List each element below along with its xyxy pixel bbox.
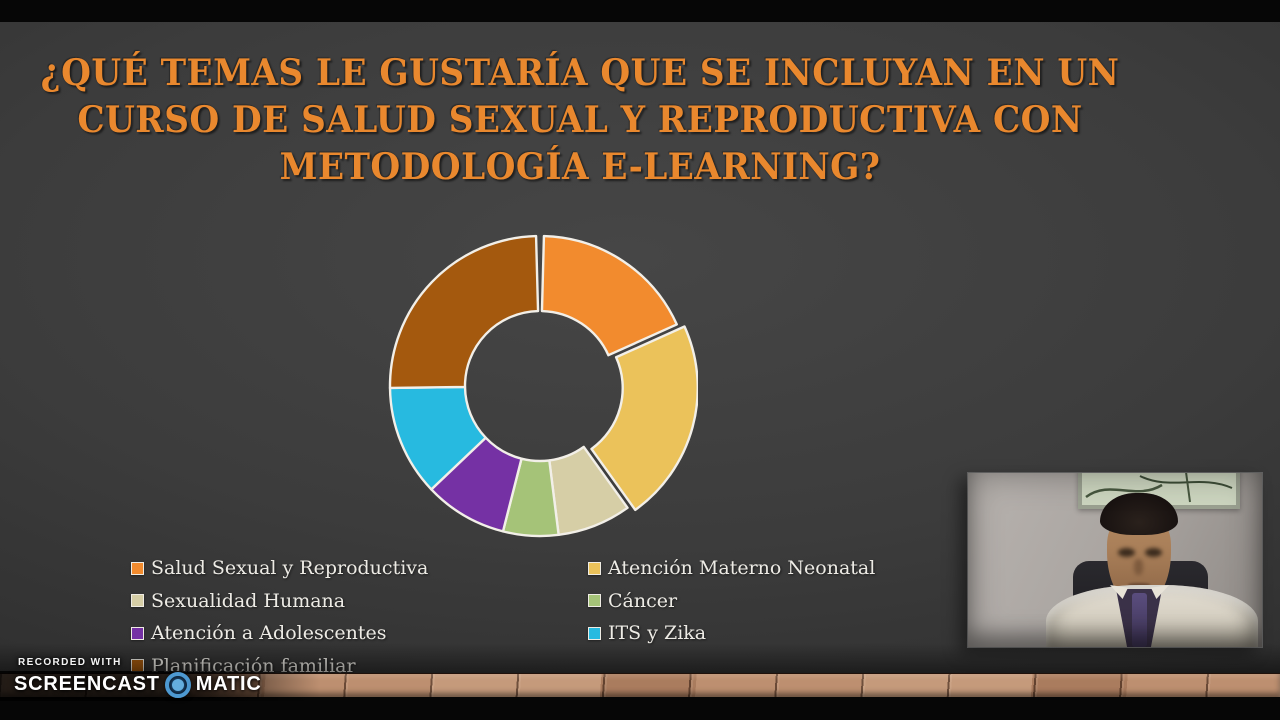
slide-title-line-2: CURSO DE SALUD SEXUAL Y REPRODUCTIVA CON [77,99,1083,141]
donut-chart [388,234,698,538]
legend-color-swatch [588,594,601,608]
legend-label: Cáncer [608,589,678,612]
legend-item: Salud Sexual y Reproductiva [131,552,428,585]
legend-label: Salud Sexual y Reproductiva [151,557,429,580]
recorded-with-label: RECORDED WITH [18,657,122,668]
legend-color-swatch [588,626,601,640]
legend-label: ITS y Zika [608,622,707,645]
slide-title-line-3: METODOLOGÍA E-LEARNING? [279,146,881,188]
presenter-eye [1118,548,1135,557]
slide-title-line-1: ¿QUÉ TEMAS LE GUSTARÍA QUE SE INCLUYAN E… [40,52,1120,94]
screencast-o-matic-logo-icon [164,671,191,698]
legend-color-swatch [131,561,144,575]
chart-legend-left-column: Salud Sexual y Reproductiva Sexualidad H… [131,552,428,682]
chart-legend-right-column: Atención Materno Neonatal Cáncer ITS y Z… [588,552,875,650]
slide-title: ¿QUÉ TEMAS LE GUSTARÍA QUE SE INCLUYAN E… [29,50,1131,191]
screencast-o-matic-watermark: SCREENCAST MATIC [14,671,262,698]
legend-item: Sexualidad Humana [131,585,428,618]
logo-center-dot [171,678,184,691]
legend-item: Cáncer [588,585,875,618]
donut-slice-1 [540,234,678,357]
legend-item: Atención a Adolescentes [131,617,428,650]
presenter-eye [1145,548,1162,557]
presenter-tie [1132,593,1147,647]
donut-slice-7 [388,234,540,390]
legend-label: Atención Materno Neonatal [608,557,876,580]
presentation-slide: ¿QUÉ TEMAS LE GUSTARÍA QUE SE INCLUYAN E… [0,22,1280,677]
legend-item: Atención Materno Neonatal [588,552,875,585]
legend-color-swatch [131,626,144,640]
legend-color-swatch [588,561,601,575]
legend-item: ITS y Zika [588,617,875,650]
legend-color-swatch [131,594,144,608]
brand-text-screencast: SCREENCAST [14,673,160,695]
legend-label: Atención a Adolescentes [151,622,387,645]
donut-slice-2 [590,325,698,512]
presenter-hair [1100,493,1178,535]
brand-text-matic: MATIC [195,673,262,695]
legend-label: Sexualidad Humana [151,589,346,612]
picture-artwork [1085,473,1233,503]
presenter-webcam-overlay [968,473,1262,647]
presenter-nose [1134,559,1143,575]
